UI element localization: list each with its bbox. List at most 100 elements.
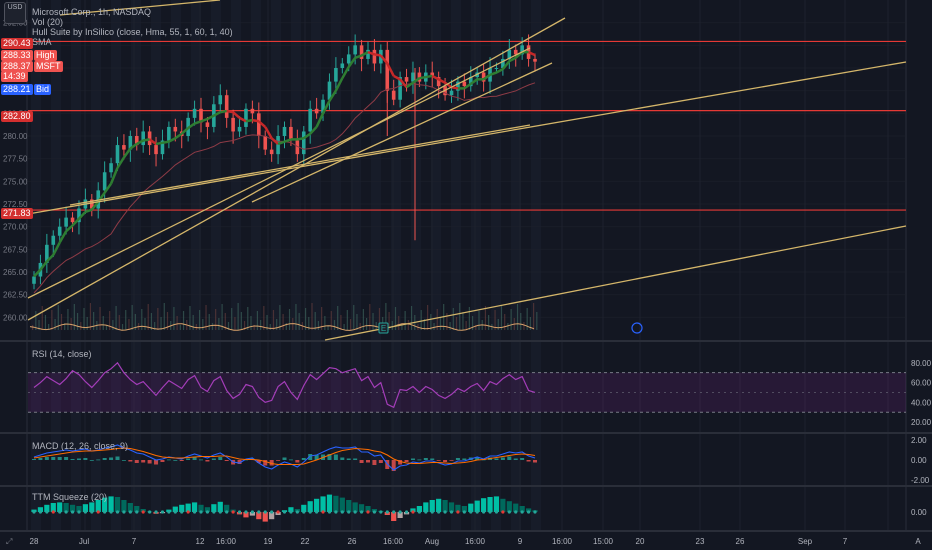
legend-sma[interactable]: SMA xyxy=(32,37,52,47)
price-tag-msft[interactable]: MSFT xyxy=(34,61,63,72)
macd-histogram-bar xyxy=(109,457,114,460)
squeeze-bar xyxy=(127,503,133,512)
squeeze-dot xyxy=(90,510,94,514)
macd-histogram-bar xyxy=(70,459,75,460)
currency-label[interactable]: USD xyxy=(4,2,26,24)
squeeze-dot xyxy=(366,510,370,514)
squeeze-dot xyxy=(430,510,434,514)
squeeze-bar xyxy=(69,504,76,512)
hull-segment xyxy=(444,81,453,89)
zoom-icon: ⤢ xyxy=(5,537,12,546)
candle-body xyxy=(257,113,261,136)
legend-hull-suite[interactable]: Hull Suite by InSilico (close, Hma, 55, … xyxy=(32,27,233,37)
time-tick-label: 9 xyxy=(518,537,523,546)
hull-segment xyxy=(116,156,125,169)
squeeze-bar xyxy=(423,502,429,512)
hull-segment xyxy=(129,142,138,150)
macd-histogram-bar xyxy=(520,458,525,460)
price-tag-288-37[interactable]: 288.37 xyxy=(1,61,33,72)
time-tick-label: 12 xyxy=(196,537,205,546)
squeeze-bar xyxy=(455,504,461,512)
macd-histogram-bar xyxy=(64,457,69,460)
time-tick-label: Sep xyxy=(798,537,813,546)
price-tag-14-39[interactable]: 14:39 xyxy=(1,71,28,82)
squeeze-bar xyxy=(448,502,455,512)
squeeze-dot xyxy=(135,510,139,514)
squeeze-dot xyxy=(488,510,492,514)
macd-tick-label: -2.00 xyxy=(911,476,930,485)
candle-body xyxy=(231,117,235,132)
squeeze-bar xyxy=(301,504,307,512)
squeeze-bar xyxy=(326,494,333,512)
squeeze-dot xyxy=(51,510,55,514)
squeeze-dot xyxy=(257,510,261,514)
candle-body xyxy=(366,49,370,59)
squeeze-bar xyxy=(416,506,422,512)
macd-histogram-bar xyxy=(121,460,126,461)
hull-segment xyxy=(162,140,170,145)
trend-line xyxy=(324,225,907,341)
price-tag-290-43[interactable]: 290.43 xyxy=(1,38,33,49)
price-tag-288-33[interactable]: 288.33 xyxy=(1,50,33,61)
volume-bar xyxy=(256,311,259,330)
squeeze-dot xyxy=(122,510,126,514)
price-tag-282-80[interactable]: 282.80 xyxy=(1,111,33,122)
squeeze-dot xyxy=(103,510,107,514)
volume-bar xyxy=(231,308,233,330)
legend-volume[interactable]: Vol (20) xyxy=(32,17,64,27)
squeeze-dot xyxy=(244,510,248,514)
macd-histogram-bar xyxy=(333,454,338,460)
hull-segment xyxy=(270,137,279,145)
volume-bar xyxy=(346,310,348,330)
squeeze-dot xyxy=(475,510,479,514)
price-tag-271-83[interactable]: 271.83 xyxy=(1,208,33,219)
macd-histogram-bar xyxy=(76,458,81,460)
price-tag-high[interactable]: High xyxy=(34,50,57,61)
time-tick-label: 28 xyxy=(30,537,39,546)
squeeze-bar xyxy=(493,496,500,512)
volume-bar xyxy=(83,308,85,330)
squeeze-dot xyxy=(225,510,229,514)
squeeze-bar xyxy=(249,512,255,516)
price-tick-label: 277.50 xyxy=(3,155,28,164)
squeeze-bar xyxy=(500,498,506,512)
candle-body xyxy=(520,45,524,55)
price-tag-bid[interactable]: Bid xyxy=(34,84,52,95)
volume-bar xyxy=(240,312,242,330)
symbol-title[interactable]: Microsoft Corp., 1h, NASDAQ xyxy=(32,7,152,17)
macd-pane-title[interactable]: MACD (12, 26, close, 9) xyxy=(32,441,129,451)
macd-histogram-bar xyxy=(443,460,448,462)
time-tick-label: 7 xyxy=(132,537,137,546)
volume-bar xyxy=(218,318,220,330)
macd-histogram-bar xyxy=(115,456,120,460)
volume-bar xyxy=(109,311,111,330)
hull-segment xyxy=(84,208,93,214)
hull-segment xyxy=(431,74,440,81)
rsi-pane-title[interactable]: RSI (14, close) xyxy=(32,349,92,359)
squeeze-dot xyxy=(353,510,357,514)
hull-segment xyxy=(232,111,241,119)
squeeze-pane-title[interactable]: TTM Squeeze (20) xyxy=(32,492,108,502)
hull-segment xyxy=(226,109,234,114)
candle-body xyxy=(122,145,126,150)
volume-bar xyxy=(202,319,204,330)
volume-bar xyxy=(343,324,345,330)
hull-segment xyxy=(528,50,536,57)
squeeze-dot xyxy=(526,510,531,514)
macd-histogram-bar xyxy=(346,458,351,460)
squeeze-bar xyxy=(121,500,127,512)
volume-bar xyxy=(488,315,490,330)
price-tag-288-21[interactable]: 288.21 xyxy=(1,84,33,95)
volume-bar xyxy=(449,322,451,330)
hull-segment xyxy=(194,120,202,125)
hull-segment xyxy=(174,132,183,140)
candle-body xyxy=(276,136,280,155)
hull-segment xyxy=(425,74,433,79)
squeeze-bar xyxy=(346,500,352,512)
squeeze-dot xyxy=(180,510,184,514)
candle-body xyxy=(244,108,248,127)
squeeze-bar xyxy=(307,501,313,512)
candle-body xyxy=(269,149,274,155)
hull-segment xyxy=(495,68,504,74)
